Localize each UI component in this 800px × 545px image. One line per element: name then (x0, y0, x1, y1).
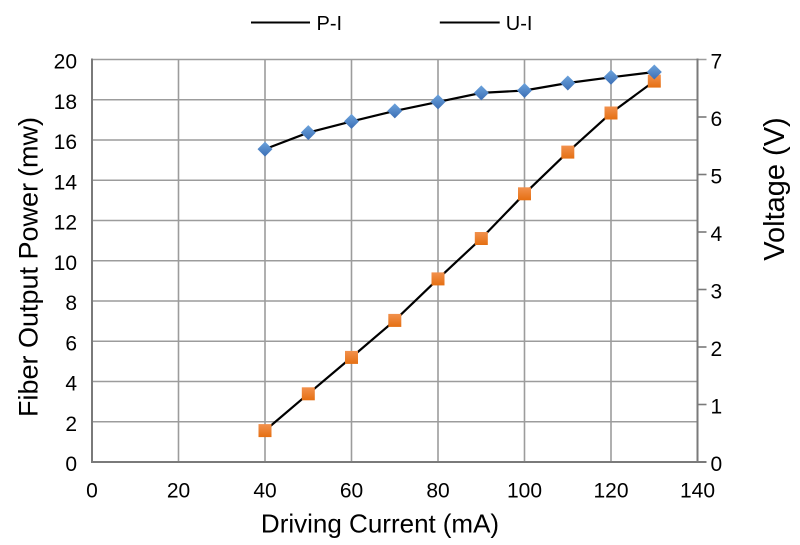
svg-text:60: 60 (340, 479, 363, 502)
svg-text:0: 0 (711, 453, 723, 476)
svg-text:7: 7 (711, 51, 723, 74)
svg-text:10: 10 (54, 252, 77, 275)
svg-text:0: 0 (65, 453, 77, 476)
svg-text:Voltage(V): Voltage(V) (759, 117, 791, 260)
svg-text:2: 2 (65, 413, 77, 436)
svg-text:16: 16 (54, 131, 77, 154)
svg-text:140: 140 (680, 479, 715, 502)
svg-text:1: 1 (711, 396, 723, 419)
svg-text:100: 100 (507, 479, 542, 502)
svg-text:20: 20 (167, 479, 190, 502)
svg-text:6: 6 (711, 108, 723, 131)
svg-text:8: 8 (65, 292, 77, 315)
svg-text:120: 120 (593, 479, 628, 502)
svg-text:4: 4 (711, 223, 723, 246)
svg-text:12: 12 (54, 212, 77, 235)
svg-text:6: 6 (65, 332, 77, 355)
svg-text:Driving Current(mA): Driving Current (mA) (261, 509, 499, 539)
svg-text:P-I: P-I (317, 13, 343, 35)
svg-text:18: 18 (54, 91, 77, 114)
svg-text:5: 5 (711, 166, 723, 189)
svg-text:20: 20 (54, 51, 77, 74)
svg-text:Fiber Output Power(mw): Fiber Output Power(mw) (14, 117, 44, 417)
svg-text:4: 4 (65, 373, 77, 396)
svg-text:40: 40 (253, 479, 276, 502)
svg-text:14: 14 (54, 171, 78, 194)
svg-text:U-I: U-I (506, 13, 533, 35)
svg-text:80: 80 (426, 479, 449, 502)
svg-text:0: 0 (86, 479, 98, 502)
svg-text:2: 2 (711, 338, 723, 361)
svg-text:3: 3 (711, 281, 723, 304)
